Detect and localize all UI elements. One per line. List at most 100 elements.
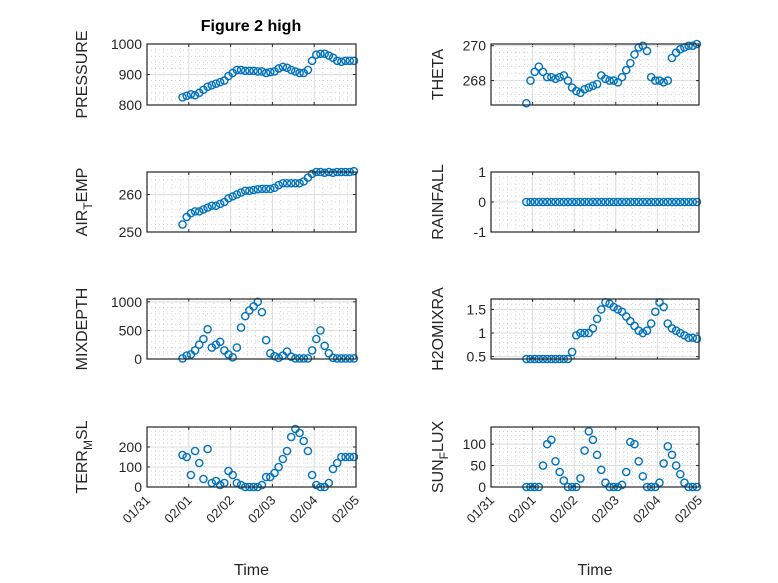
data-point	[303, 65, 313, 75]
data-point	[642, 326, 652, 335]
data-point	[559, 476, 569, 485]
y-label-main: TERR	[74, 450, 91, 494]
data-point	[613, 305, 623, 314]
data-point	[178, 220, 187, 229]
data-point	[332, 56, 342, 66]
axes-box	[146, 298, 357, 360]
axes-background	[147, 427, 356, 487]
data-point	[592, 450, 602, 460]
data-point	[688, 333, 698, 343]
data-point	[663, 197, 673, 207]
data-point	[692, 334, 702, 343]
data-point	[609, 76, 619, 85]
data-point	[203, 203, 212, 212]
data-point	[655, 197, 664, 207]
data-point	[626, 316, 635, 326]
data-point	[240, 311, 250, 321]
data-point	[240, 66, 250, 76]
data-point	[667, 53, 677, 63]
data-point	[659, 197, 668, 207]
data-point	[278, 178, 288, 188]
data-series	[522, 197, 702, 207]
data-point	[617, 197, 627, 207]
data-point	[199, 205, 208, 214]
data-point	[592, 197, 602, 207]
data-point	[311, 334, 321, 344]
data-point	[596, 465, 606, 475]
y-label-main: SUN	[430, 459, 447, 493]
data-point	[341, 452, 350, 462]
data-point	[626, 58, 635, 68]
axes-box	[146, 171, 357, 233]
data-point	[337, 452, 346, 462]
data-point	[588, 81, 598, 91]
data-point	[270, 351, 279, 361]
data-point	[522, 98, 531, 108]
data-point	[328, 464, 338, 474]
y-tick-label: 500	[119, 322, 143, 338]
data-point	[186, 470, 196, 480]
data-point	[534, 197, 544, 207]
data-point	[621, 197, 631, 207]
data-point	[680, 197, 689, 207]
data-point	[563, 197, 573, 207]
data-point	[567, 347, 577, 357]
data-point	[675, 328, 685, 338]
data-point	[584, 83, 594, 92]
data-point	[667, 197, 677, 207]
data-point	[261, 184, 271, 194]
data-point	[671, 326, 681, 335]
data-point	[307, 169, 317, 179]
data-point	[303, 446, 313, 456]
data-point	[588, 323, 598, 333]
data-point	[659, 459, 668, 468]
data-point	[559, 197, 569, 207]
y-tick-label: 1000	[111, 36, 142, 52]
data-point	[538, 67, 548, 77]
y-tick-label: 268	[463, 73, 487, 89]
subplot-theta: 268 270 THETA	[430, 38, 702, 108]
data-point	[601, 74, 610, 84]
y-axis-label: MIXDEPTH	[74, 288, 91, 371]
data-point	[286, 432, 296, 442]
data-point	[236, 323, 246, 332]
data-point	[253, 184, 263, 194]
data-point	[215, 199, 225, 209]
y-label-subscript: M	[81, 440, 95, 450]
data-point	[542, 72, 552, 82]
data-point	[580, 197, 589, 207]
y-tick-label: 1.5	[467, 301, 487, 317]
data-point	[236, 65, 246, 75]
data-point	[580, 446, 589, 455]
data-point	[211, 201, 221, 211]
data-point	[261, 472, 271, 482]
data-series	[522, 39, 702, 108]
data-point	[278, 62, 288, 72]
data-point	[203, 324, 212, 334]
data-point	[182, 452, 192, 462]
y-label-main: H2OMIXRA	[430, 287, 447, 371]
data-point	[228, 470, 237, 480]
data-point	[190, 90, 200, 100]
data-point	[320, 341, 329, 351]
x-axis-label: Time	[578, 562, 613, 579]
data-point	[571, 331, 581, 340]
axes-box	[490, 43, 700, 106]
y-axis-label: SUNFLUX	[430, 421, 451, 494]
data-point	[245, 186, 254, 196]
data-point	[680, 331, 689, 340]
y-label-main: RAINFALL	[430, 164, 447, 240]
data-point	[592, 314, 602, 324]
data-point	[211, 79, 221, 88]
data-point	[274, 64, 283, 73]
data-point	[588, 197, 598, 207]
data-point	[651, 197, 660, 207]
data-point	[207, 80, 217, 90]
subplot-pressure: 800 900 1000 PRESSURE	[74, 30, 359, 119]
data-point	[601, 197, 610, 207]
data-point	[257, 184, 267, 194]
data-point	[178, 450, 187, 460]
data-point	[663, 319, 673, 328]
data-point	[245, 66, 254, 76]
data-point	[659, 78, 668, 87]
